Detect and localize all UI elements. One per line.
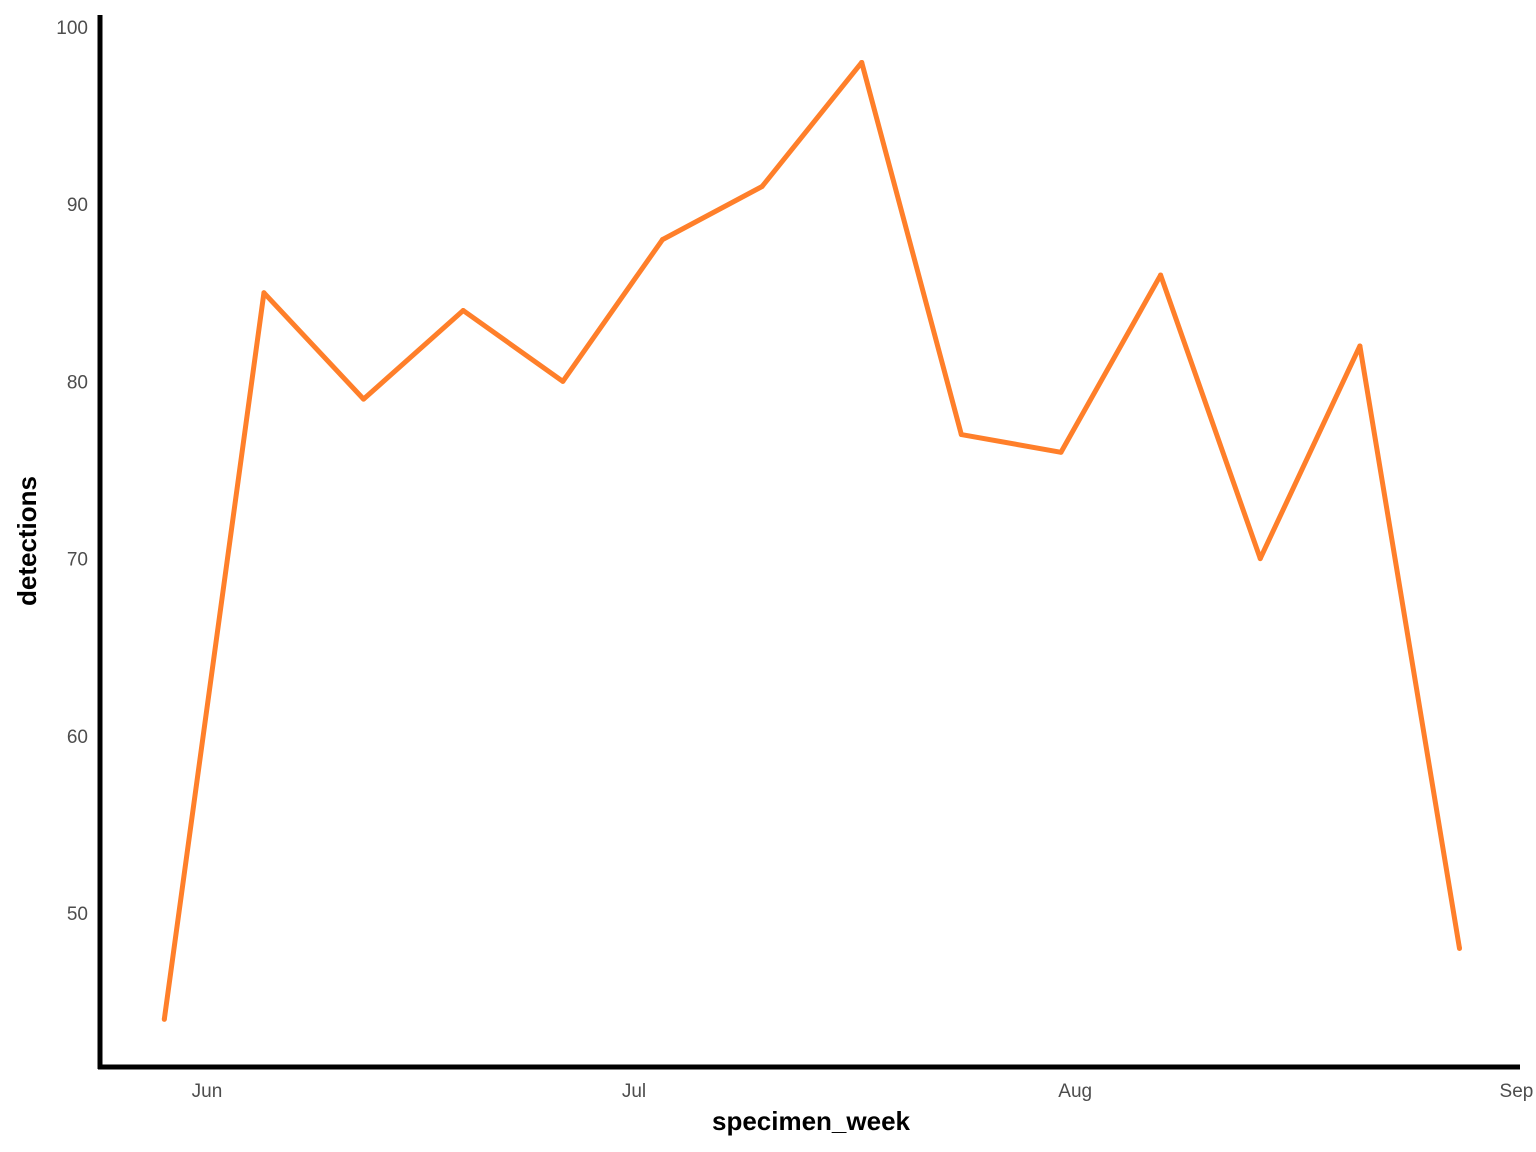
- x-axis-title: specimen_week: [712, 1106, 911, 1136]
- x-tick-labels: Jun Jul Aug Sep: [192, 1081, 1534, 1102]
- y-tick-labels: 50 60 70 80 90 100: [56, 18, 88, 925]
- y-tick-label: 50: [67, 904, 88, 925]
- y-tick-label: 80: [67, 372, 88, 393]
- data-point: [161, 1016, 167, 1022]
- data-point: [859, 59, 865, 65]
- data-point: [958, 432, 964, 438]
- data-point: [560, 378, 566, 384]
- data-point: [460, 308, 466, 314]
- x-tick-label: Sep: [1500, 1081, 1534, 1102]
- data-point: [1158, 272, 1164, 278]
- data-points: [161, 59, 1463, 1022]
- data-point: [1058, 449, 1064, 455]
- y-tick-label: 90: [67, 195, 88, 216]
- y-tick-label: 100: [56, 18, 88, 39]
- data-point: [1457, 945, 1463, 951]
- data-point: [261, 290, 267, 296]
- data-point: [1357, 343, 1363, 349]
- x-tick-label: Jun: [192, 1081, 223, 1102]
- y-tick-label: 60: [67, 727, 88, 748]
- series-line: [161, 59, 1462, 1020]
- data-point: [1257, 556, 1263, 562]
- y-axis-title: detections: [12, 476, 42, 606]
- data-point: [361, 396, 367, 402]
- y-tick-label: 70: [67, 550, 88, 571]
- x-tick-label: Aug: [1058, 1081, 1092, 1102]
- x-tick-label: Jul: [622, 1081, 646, 1102]
- data-point: [759, 183, 765, 189]
- data-point: [659, 237, 665, 243]
